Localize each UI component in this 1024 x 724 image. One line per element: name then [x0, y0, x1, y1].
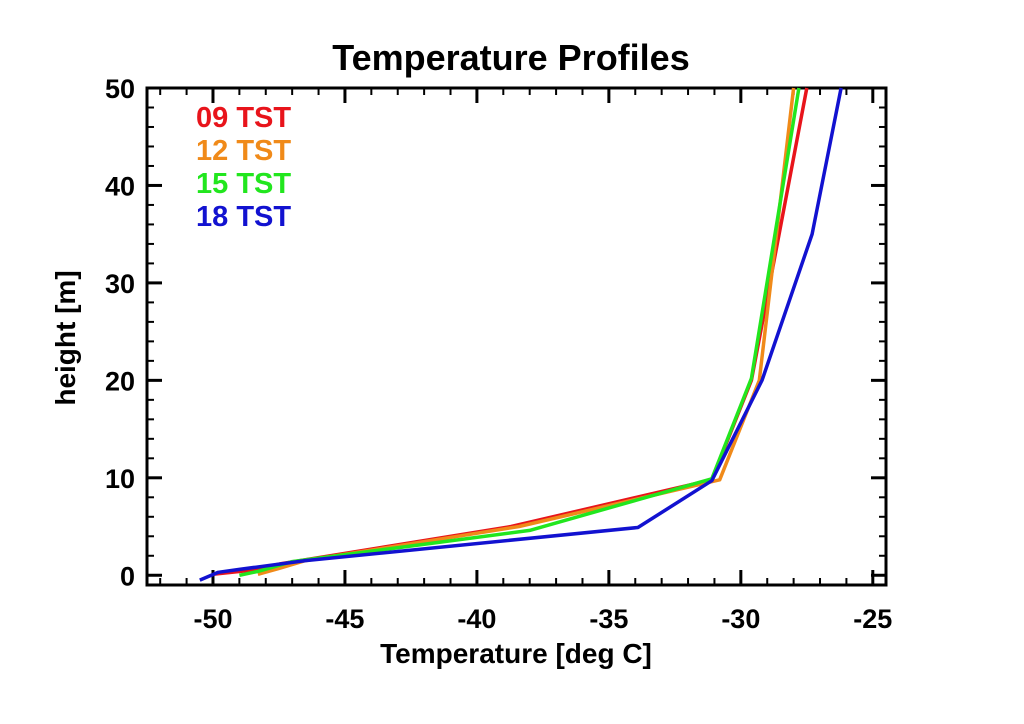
series-line: [239, 87, 801, 578]
y-tick-label: 0: [120, 561, 135, 591]
chart-title: Temperature Profiles: [332, 37, 689, 78]
x-tick-label: -25: [853, 604, 892, 634]
x-tick-label: -40: [457, 604, 496, 634]
x-tick-label: -50: [193, 604, 232, 634]
series-line: [257, 87, 796, 576]
x-tick-label: -35: [589, 604, 628, 634]
series-line: [199, 87, 843, 582]
y-axis-label: height [m]: [50, 270, 81, 405]
x-axis-label: Temperature [deg C]: [380, 638, 652, 669]
x-tick-label: -45: [325, 604, 364, 634]
plot-frame: [145, 86, 888, 587]
legend-entry: 09 TST: [196, 102, 291, 134]
y-tick-label: 50: [105, 74, 135, 104]
y-tick-label: 20: [105, 366, 135, 396]
y-tick-label: 30: [105, 269, 135, 299]
series-line: [212, 87, 809, 577]
legend-entry: 18 TST: [196, 201, 291, 233]
y-tick-label: 10: [105, 464, 135, 494]
x-tick-label: -30: [721, 604, 760, 634]
y-tick-label: 40: [105, 171, 135, 201]
legend-entry: 15 TST: [196, 168, 291, 200]
legend-entry: 12 TST: [196, 135, 291, 167]
